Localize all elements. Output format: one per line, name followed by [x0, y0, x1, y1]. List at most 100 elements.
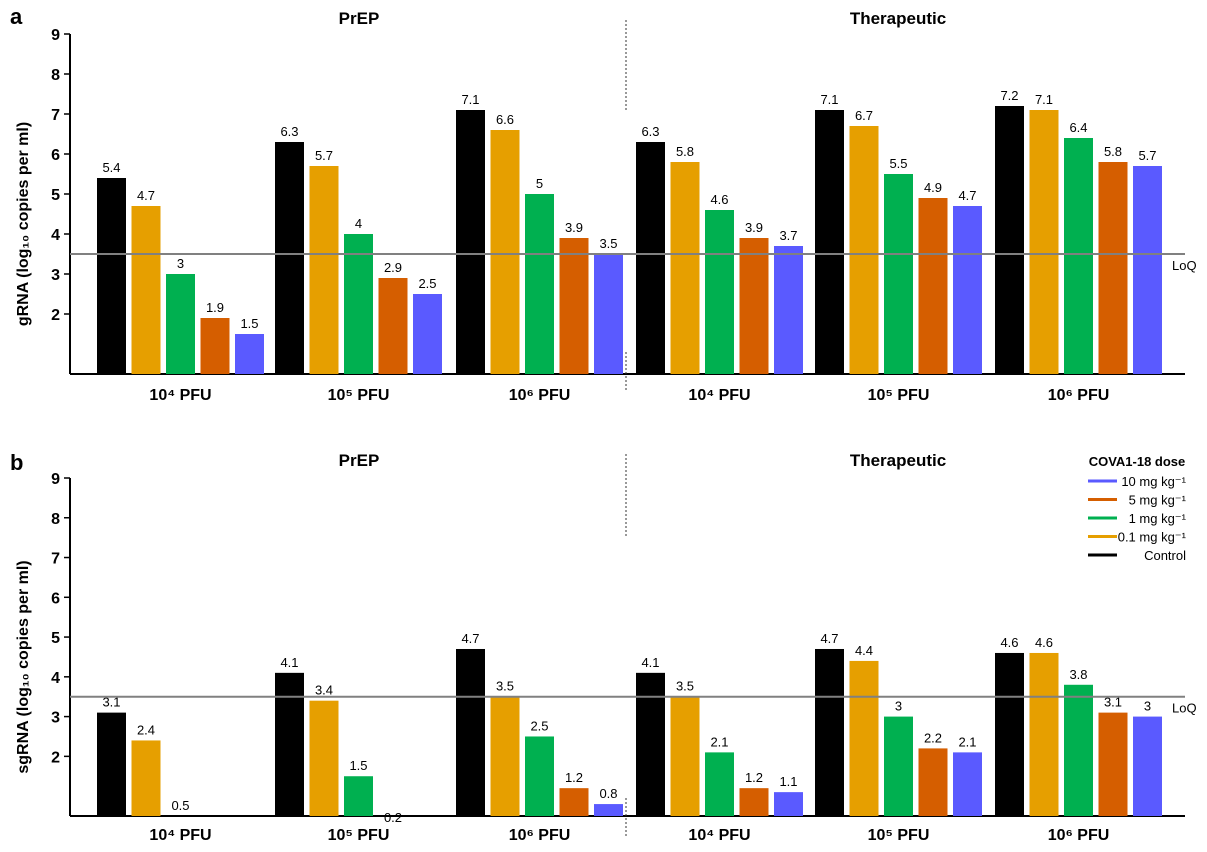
data-label: 1.5 [349, 758, 367, 773]
bar [456, 110, 485, 374]
bar [1029, 110, 1059, 374]
section-title: PrEP [339, 451, 380, 470]
data-label: 4.1 [280, 655, 298, 670]
bar [490, 130, 520, 374]
bar [884, 174, 913, 374]
data-label: 2.1 [958, 734, 976, 749]
bar [97, 178, 126, 374]
loq-label: LoQ [1172, 258, 1197, 273]
section-title: Therapeutic [850, 9, 946, 28]
data-label: 5.7 [315, 148, 333, 163]
data-label: 4.6 [710, 192, 728, 207]
chart-panel-a: a PrEP Therapeutic gRNA (log₁₀ copies per m… [10, 4, 1197, 404]
bar [344, 234, 373, 374]
section-title: PrEP [339, 9, 380, 28]
data-label: 0.8 [599, 786, 617, 801]
bar [670, 162, 700, 374]
data-label: 3.5 [676, 679, 694, 694]
legend-label: Control [1144, 548, 1186, 563]
data-label: 2.5 [418, 276, 436, 291]
data-label: 7.1 [461, 92, 479, 107]
data-label: 0.5 [171, 798, 189, 813]
y-tick-label: 3 [51, 267, 60, 284]
bar [1133, 716, 1162, 816]
data-label: 1.1 [779, 774, 797, 789]
bar [1064, 684, 1093, 816]
data-label: 3.4 [315, 683, 333, 698]
data-label: 2.5 [530, 718, 548, 733]
data-label: 4 [355, 216, 362, 231]
bar [1133, 166, 1162, 374]
bar [166, 274, 195, 374]
data-label: 4.6 [1000, 635, 1018, 650]
category-label: 10⁴ PFU [688, 827, 750, 844]
bar [849, 126, 879, 374]
data-label: 6.4 [1069, 120, 1087, 135]
y-tick-label: 6 [51, 147, 60, 164]
bar [490, 696, 520, 816]
bar [636, 672, 665, 816]
loq-label: LoQ [1172, 701, 1197, 716]
y-tick-label: 7 [51, 551, 60, 568]
data-label: 5.8 [676, 144, 694, 159]
data-label: 3 [1144, 699, 1151, 714]
data-label: 2.2 [924, 730, 942, 745]
data-label: 1.9 [206, 300, 224, 315]
category-label: 10⁵ PFU [328, 387, 390, 404]
data-label: 6.6 [496, 112, 514, 127]
category-label: 10⁵ PFU [868, 387, 930, 404]
data-label: 5.8 [1104, 144, 1122, 159]
data-label: 4.1 [641, 655, 659, 670]
data-label: 5.4 [102, 160, 120, 175]
data-label: 5 [536, 176, 543, 191]
data-label: 3.1 [102, 695, 120, 710]
bar [774, 246, 803, 374]
bar [884, 716, 913, 816]
bar [594, 254, 623, 374]
data-label: 3 [895, 699, 902, 714]
bar [739, 238, 769, 374]
bar [131, 740, 161, 816]
category-label: 10⁴ PFU [149, 387, 211, 404]
y-tick-label: 9 [51, 471, 60, 488]
legend-label: 10 mg kg⁻¹ [1121, 474, 1186, 489]
data-label: 4.7 [820, 631, 838, 646]
bar [1029, 652, 1059, 816]
bar [275, 142, 304, 374]
data-label: 2.4 [137, 722, 155, 737]
category-label: 10⁵ PFU [868, 827, 930, 844]
data-label: 3.9 [745, 220, 763, 235]
category-label: 10⁴ PFU [688, 387, 750, 404]
data-label: 4.9 [924, 180, 942, 195]
data-label: 2.1 [710, 734, 728, 749]
bar [1098, 162, 1128, 374]
bar [594, 804, 623, 816]
category-label: 10⁶ PFU [509, 827, 571, 844]
y-tick-label: 9 [51, 27, 60, 44]
data-label: 7.1 [1035, 92, 1053, 107]
bar [525, 194, 554, 374]
data-label: 4.6 [1035, 635, 1053, 650]
bar [815, 648, 844, 816]
data-label: 3.9 [565, 220, 583, 235]
bar [1098, 712, 1128, 816]
bar [705, 752, 734, 816]
bar [378, 278, 408, 374]
section-title: Therapeutic [850, 451, 946, 470]
bar [918, 198, 948, 374]
bar [275, 672, 304, 816]
chart-panel-b: b PrEP Therapeutic sgRNA (log₁₀ copies per … [10, 450, 1197, 844]
bar [1064, 138, 1093, 374]
category-label: 10⁶ PFU [509, 387, 571, 404]
data-label: 3 [177, 256, 184, 271]
data-label: 4.7 [461, 631, 479, 646]
data-label: 6.3 [280, 124, 298, 139]
bar [200, 318, 230, 374]
y-axis-label: sgRNA (log₁₀ copies per ml) [15, 560, 32, 773]
bar [815, 110, 844, 374]
bar [636, 142, 665, 374]
data-label: 1.2 [565, 770, 583, 785]
bar [849, 660, 879, 816]
data-label: 1.5 [240, 316, 258, 331]
